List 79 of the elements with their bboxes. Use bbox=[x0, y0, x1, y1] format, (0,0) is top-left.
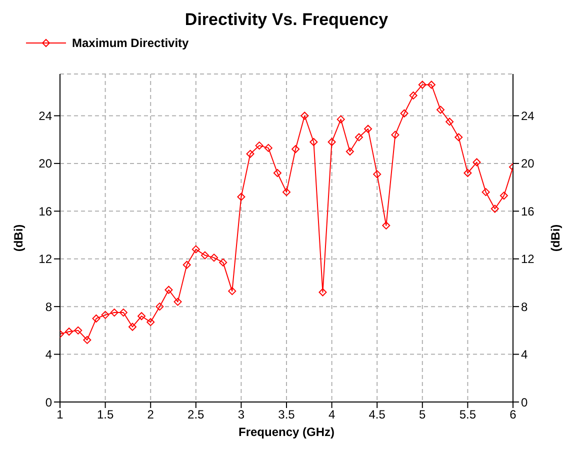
point bbox=[264, 144, 272, 152]
point bbox=[472, 158, 481, 166]
x-tick-label: 2 bbox=[147, 408, 154, 422]
point bbox=[454, 133, 463, 142]
chart-title: Directivity Vs. Frequency bbox=[184, 9, 390, 31]
point bbox=[300, 112, 309, 120]
x-tick-label: 2.5 bbox=[188, 408, 205, 422]
y2-tick-label: 16 bbox=[521, 204, 535, 218]
point bbox=[182, 260, 191, 269]
point bbox=[65, 328, 74, 336]
point bbox=[200, 251, 209, 260]
point bbox=[174, 298, 182, 306]
point bbox=[128, 322, 136, 331]
x-axis-title: Frequency (GHz) bbox=[238, 425, 335, 439]
legend-label: Maximum Directivity bbox=[72, 36, 189, 50]
y-tick-label: 12 bbox=[38, 252, 52, 266]
y-tick-label: 0 bbox=[45, 395, 52, 410]
point bbox=[156, 302, 164, 311]
point bbox=[228, 287, 236, 296]
y2-tick-label: 8 bbox=[521, 300, 528, 314]
y-tick-label: 4 bbox=[45, 348, 52, 362]
point bbox=[464, 168, 472, 177]
point bbox=[427, 80, 436, 89]
point bbox=[318, 288, 327, 296]
point bbox=[192, 245, 200, 254]
point bbox=[382, 221, 390, 230]
x-tick-label: 5.5 bbox=[459, 408, 476, 422]
point bbox=[255, 142, 264, 150]
x-tick-label: 1 bbox=[56, 408, 64, 422]
y-axis-title: (dBi) bbox=[11, 224, 26, 252]
x-tick-label: 3 bbox=[238, 408, 245, 422]
y-tick-label: 8 bbox=[45, 300, 52, 314]
point bbox=[210, 254, 218, 262]
point bbox=[83, 336, 92, 344]
point bbox=[110, 308, 118, 317]
y2-tick-label: 0 bbox=[521, 395, 528, 410]
x-tick-label: 4 bbox=[328, 408, 336, 422]
point bbox=[146, 318, 155, 326]
point bbox=[164, 286, 173, 294]
point bbox=[354, 133, 363, 142]
point bbox=[92, 314, 100, 323]
point bbox=[409, 91, 418, 100]
y-tick-label: 20 bbox=[38, 156, 52, 171]
point bbox=[391, 130, 400, 139]
y2-tick-label: 24 bbox=[521, 109, 535, 124]
point bbox=[500, 192, 508, 200]
point bbox=[436, 106, 445, 114]
point bbox=[490, 204, 499, 213]
point bbox=[482, 188, 490, 196]
point bbox=[246, 150, 254, 158]
y-tick-label: 24 bbox=[38, 109, 52, 124]
point bbox=[373, 170, 382, 178]
x-tick-label: 3.5 bbox=[278, 408, 296, 422]
point bbox=[101, 310, 110, 319]
point bbox=[418, 80, 426, 89]
y2-axis-title: (dBi) bbox=[548, 224, 562, 252]
y-tick-label: 16 bbox=[38, 204, 52, 218]
point bbox=[400, 109, 408, 118]
point bbox=[237, 192, 246, 201]
point bbox=[310, 138, 318, 146]
point bbox=[273, 168, 282, 177]
x-tick-label: 1.5 bbox=[96, 408, 114, 422]
point bbox=[282, 188, 290, 196]
point bbox=[336, 115, 345, 124]
point bbox=[364, 124, 372, 133]
y2-tick-label: 4 bbox=[521, 348, 528, 362]
x-tick-label: 4.5 bbox=[368, 408, 386, 422]
point bbox=[446, 118, 454, 126]
point bbox=[328, 138, 336, 146]
point bbox=[138, 312, 146, 320]
point bbox=[219, 258, 228, 266]
y2-tick-label: 12 bbox=[521, 252, 535, 266]
point bbox=[119, 308, 128, 317]
point bbox=[74, 326, 82, 334]
y2-tick-label: 20 bbox=[521, 156, 535, 171]
point bbox=[346, 148, 354, 156]
x-tick-label: 5 bbox=[419, 408, 426, 422]
point bbox=[292, 145, 300, 154]
x-tick-label: 6 bbox=[510, 408, 517, 422]
